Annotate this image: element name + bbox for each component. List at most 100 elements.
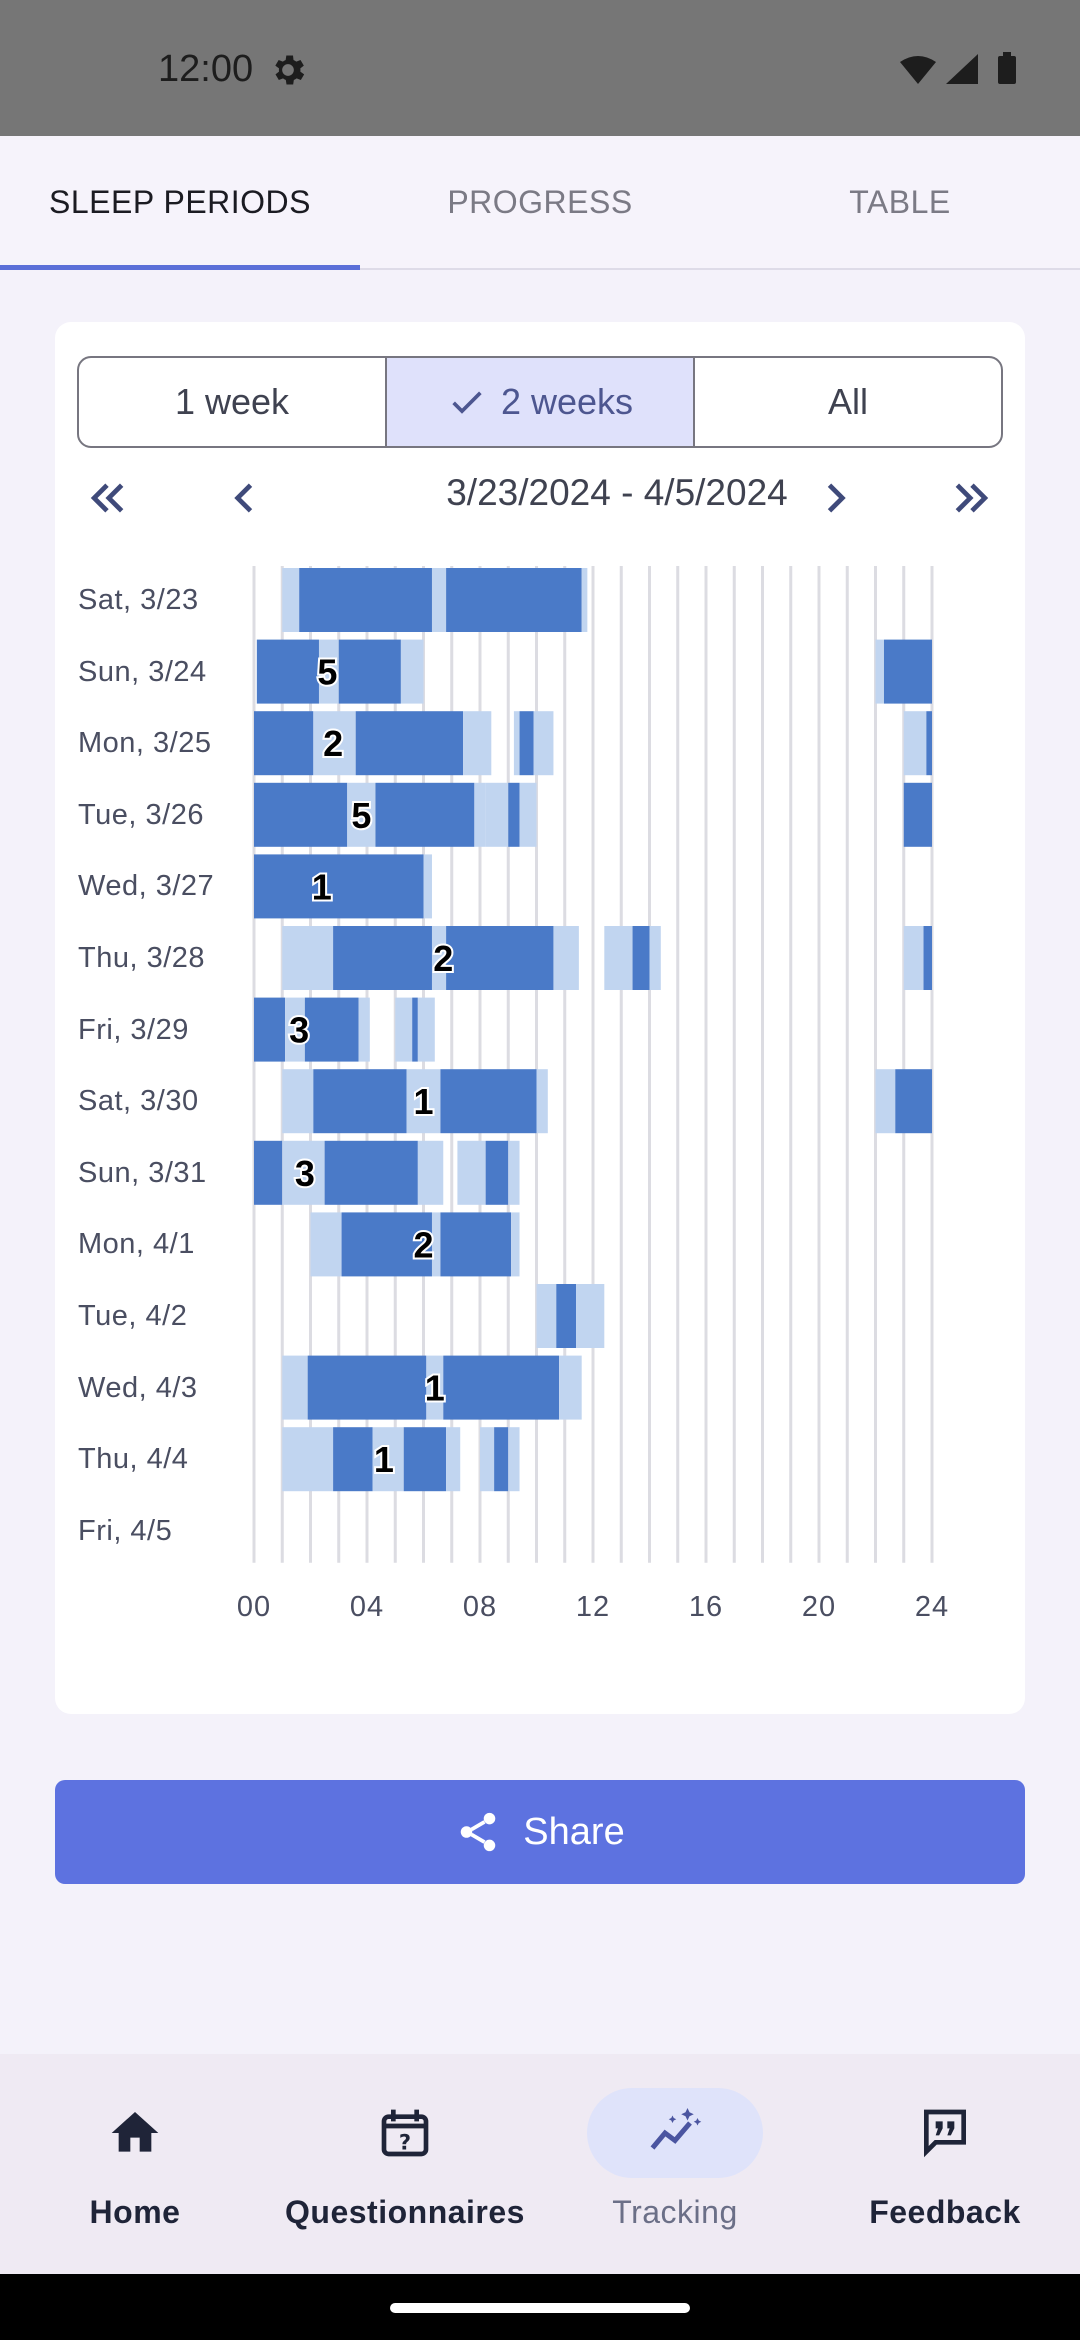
sleep-bar	[440, 1212, 512, 1277]
chevron-right-icon[interactable]	[811, 474, 859, 522]
tab-sleep-periods[interactable]: SLEEP PERIODS	[48, 183, 311, 220]
awakening-count-label: 1	[312, 866, 332, 907]
awake-in-bed-bar	[417, 1140, 444, 1205]
row-label: Wed, 3/27	[78, 870, 215, 903]
awake-in-bed-bar	[282, 568, 300, 632]
awakening-count-label: 1	[374, 1439, 394, 1480]
awake-in-bed-bar	[533, 711, 554, 776]
tab-indicator	[0, 265, 360, 270]
sleep-bar	[508, 782, 520, 847]
status-bar: 12:00	[0, 0, 1080, 136]
chevron-left-icon[interactable]	[221, 474, 269, 522]
range-all-button[interactable]: All	[827, 381, 868, 422]
home-icon	[47, 2088, 223, 2178]
range-1-week-button[interactable]: 1 week	[79, 358, 387, 446]
awakening-count-label: 1	[425, 1368, 445, 1409]
sleep-bar	[923, 926, 932, 990]
sleep-bar	[254, 711, 314, 776]
awake-in-bed-bar	[513, 711, 520, 776]
x-tick-label: 12	[576, 1591, 610, 1623]
awake-in-bed-bar	[395, 997, 413, 1062]
row-label: Thu, 4/4	[78, 1443, 189, 1476]
awake-in-bed-bar	[474, 782, 486, 847]
awake-in-bed-bar	[313, 711, 356, 776]
awake-in-bed-bar	[423, 854, 432, 919]
share-button[interactable]: Share	[55, 1780, 1025, 1884]
row-label: Tue, 4/2	[78, 1300, 188, 1332]
tab-table[interactable]: TABLE	[849, 183, 951, 220]
awake-in-bed-bar	[406, 1069, 441, 1134]
row-label: Wed, 4/3	[78, 1371, 198, 1404]
x-tick-label: 16	[689, 1591, 723, 1623]
awake-in-bed-bar	[282, 926, 334, 990]
awake-in-bed-bar	[282, 1355, 308, 1420]
nav-tracking[interactable]: Tracking	[540, 2054, 810, 2274]
awake-in-bed-bar	[553, 926, 579, 990]
sleep-bar	[338, 639, 401, 704]
double-chevron-left-icon[interactable]	[83, 474, 131, 522]
awake-in-bed-bar	[508, 1427, 520, 1492]
sleep-bar	[556, 1284, 577, 1348]
row-label: Thu, 3/28	[78, 942, 206, 974]
double-chevron-right-icon[interactable]	[948, 474, 996, 522]
sleep-chart-card	[55, 322, 1025, 1714]
awake-in-bed-bar	[446, 1427, 461, 1492]
sleep-bar	[304, 997, 359, 1062]
awake-in-bed-bar	[417, 997, 435, 1062]
sleep-bar	[903, 782, 932, 847]
sleep-bar	[519, 711, 534, 776]
awake-in-bed-bar	[604, 926, 633, 990]
range-2-weeks-button[interactable]: 2 weeks	[387, 358, 695, 446]
awake-in-bed-bar	[282, 1069, 314, 1134]
awake-in-bed-bar	[431, 568, 447, 632]
row-label: Sun, 3/24	[78, 655, 207, 688]
date-navigation: 3/23/2024 - 4/5/2024	[77, 466, 1003, 526]
row-label: Mon, 3/25	[78, 727, 212, 760]
range-selector: 1 week 2 weeks All	[77, 356, 1003, 448]
tracking-icon	[587, 2088, 763, 2178]
row-label: Sat, 3/23	[78, 584, 199, 616]
awakening-count-label: 5	[317, 652, 337, 693]
sleep-bar	[324, 1140, 418, 1205]
awake-in-bed-bar	[431, 926, 447, 990]
awakening-count-label: 3	[289, 1010, 309, 1051]
feedback-icon	[857, 2088, 1033, 2178]
sleep-bar	[375, 782, 475, 847]
awake-in-bed-bar	[559, 1355, 582, 1420]
wifi-icon	[900, 56, 936, 84]
awake-in-bed-bar	[519, 782, 537, 847]
sleep-bar	[313, 1069, 407, 1134]
sleep-bar	[494, 1427, 509, 1492]
sleep-bar	[632, 926, 650, 990]
awake-in-bed-bar	[581, 568, 588, 632]
sleep-bar	[895, 1069, 932, 1134]
awake-in-bed-bar	[903, 711, 927, 776]
row-label: Fri, 3/29	[78, 1013, 189, 1046]
awake-in-bed-bar	[463, 711, 492, 776]
awake-in-bed-bar	[426, 1355, 444, 1420]
awake-in-bed-bar	[536, 1284, 557, 1348]
sleep-bar	[440, 1069, 537, 1134]
awake-in-bed-bar	[347, 782, 376, 847]
status-time: 12:00	[158, 48, 254, 90]
sleep-bar	[254, 997, 286, 1062]
nav-feedback[interactable]: Feedback	[810, 2054, 1080, 2274]
sleep-bar	[443, 1355, 560, 1420]
row-label: Tue, 3/26	[78, 798, 204, 831]
nav-home[interactable]: Home	[0, 2054, 270, 2274]
awake-in-bed-bar	[576, 1284, 605, 1348]
tab-progress[interactable]: PROGRESS	[447, 183, 633, 220]
x-tick-label: 04	[350, 1591, 384, 1623]
awake-in-bed-bar	[358, 997, 370, 1062]
home-indicator[interactable]	[390, 2303, 690, 2313]
awakening-count-label: 1	[413, 1081, 433, 1122]
calendar-question-icon: ?	[317, 2088, 493, 2178]
row-label: Sun, 3/31	[78, 1156, 207, 1189]
awake-in-bed-bar	[400, 639, 424, 704]
x-tick-label: 24	[915, 1591, 949, 1623]
sleep-bar	[333, 1427, 373, 1492]
sleep-bar	[307, 1355, 427, 1420]
awake-in-bed-bar	[431, 1212, 441, 1277]
nav-questionnaires[interactable]: ? Questionnaires	[270, 2054, 540, 2274]
